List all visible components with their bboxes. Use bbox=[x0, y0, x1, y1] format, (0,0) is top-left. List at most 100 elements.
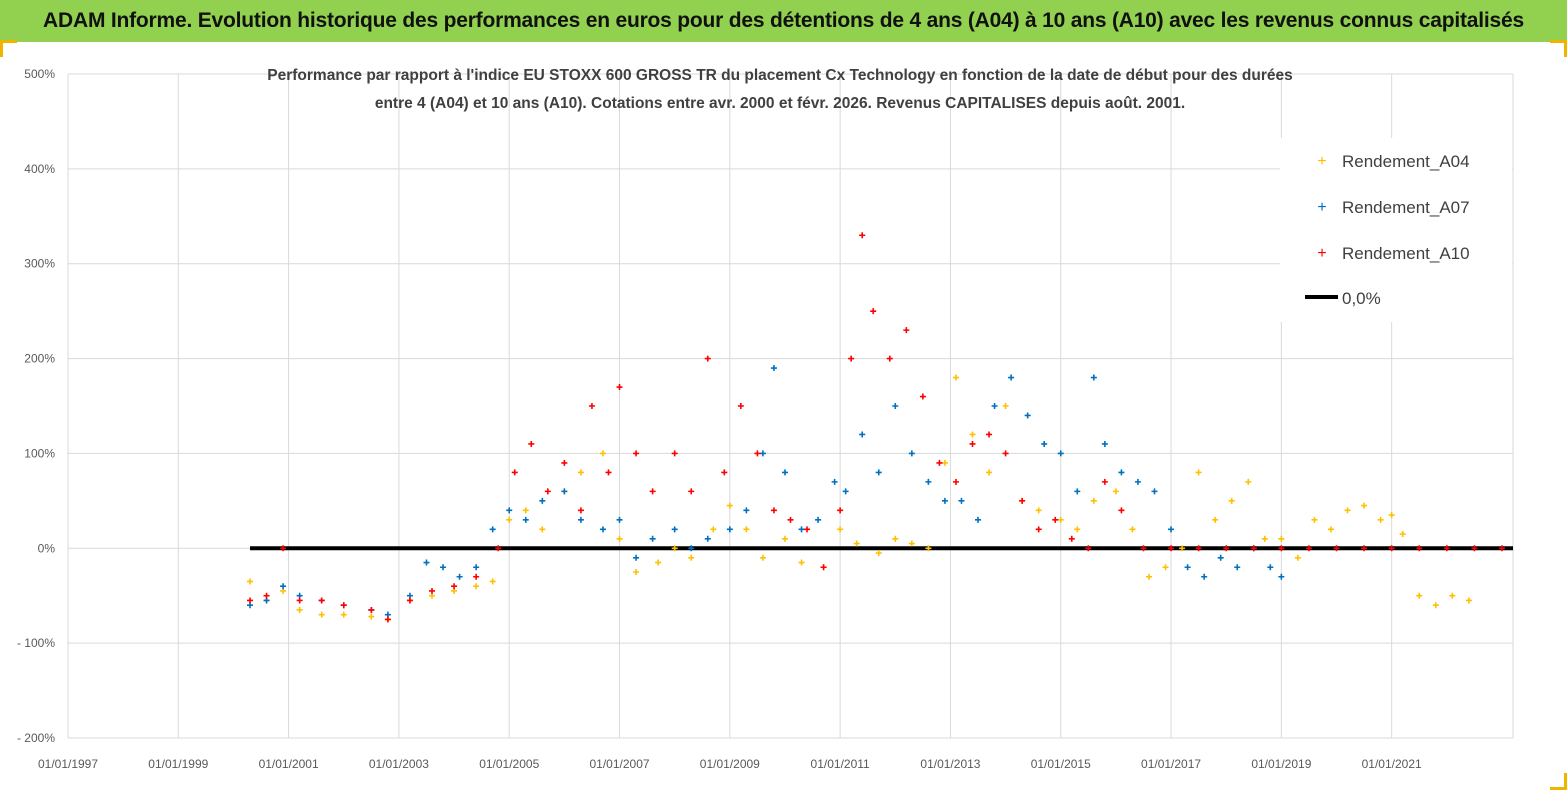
data-point bbox=[1443, 545, 1450, 552]
chart-title-line-1: Performance par rapport à l'indice EU ST… bbox=[267, 67, 1292, 84]
data-point bbox=[936, 459, 943, 466]
x-tick-label: 01/01/1999 bbox=[148, 757, 208, 771]
data-point bbox=[759, 450, 766, 457]
chart-legend: + Rendement_A04 + Rendement_A07 + Rendem… bbox=[1280, 138, 1512, 322]
data-point bbox=[952, 478, 959, 485]
corner-mark-bottom-right bbox=[1550, 773, 1567, 790]
data-point bbox=[1168, 545, 1175, 552]
data-point bbox=[247, 578, 254, 585]
data-point bbox=[1278, 573, 1285, 580]
data-point bbox=[522, 516, 529, 523]
y-tick-label: 400% bbox=[24, 162, 55, 176]
data-point bbox=[451, 583, 458, 590]
data-point bbox=[633, 569, 640, 575]
data-point bbox=[1465, 597, 1472, 604]
data-point bbox=[1250, 545, 1257, 552]
data-point bbox=[1234, 564, 1241, 571]
data-point bbox=[1399, 531, 1406, 538]
legend-box bbox=[1280, 138, 1512, 322]
data-point bbox=[473, 564, 480, 571]
data-point bbox=[804, 526, 811, 533]
legend-label-zero: 0,0% bbox=[1342, 289, 1381, 308]
data-point bbox=[280, 545, 287, 552]
chart-title-line-2: entre 4 (A04) et 10 ans (A10). Cotations… bbox=[375, 95, 1185, 112]
data-point bbox=[539, 526, 546, 533]
data-point bbox=[1074, 526, 1081, 533]
data-point bbox=[473, 573, 480, 580]
data-point bbox=[1002, 450, 1009, 457]
data-point bbox=[1416, 545, 1423, 552]
data-point bbox=[577, 469, 584, 476]
data-point bbox=[1267, 564, 1274, 571]
data-point bbox=[1101, 478, 1108, 485]
data-point bbox=[754, 450, 761, 457]
data-point bbox=[892, 403, 899, 409]
data-point bbox=[770, 507, 777, 514]
legend-label-a07: Rendement_A07 bbox=[1342, 198, 1470, 217]
data-point bbox=[1344, 507, 1351, 514]
data-point bbox=[820, 564, 827, 571]
data-point bbox=[1085, 545, 1092, 552]
data-point bbox=[1217, 554, 1224, 561]
data-point bbox=[1068, 535, 1075, 542]
data-point bbox=[1057, 450, 1064, 457]
data-point bbox=[770, 365, 777, 372]
data-point bbox=[577, 516, 584, 523]
data-point bbox=[737, 403, 744, 409]
data-point bbox=[859, 232, 866, 239]
x-tick-label: 01/01/1997 bbox=[38, 757, 98, 771]
y-tick-label: 300% bbox=[24, 257, 55, 271]
x-tick-label: 01/01/2017 bbox=[1141, 757, 1201, 771]
data-point bbox=[908, 450, 915, 457]
x-tick-label: 01/01/2011 bbox=[811, 757, 870, 771]
data-point bbox=[1112, 488, 1119, 495]
data-point bbox=[247, 597, 254, 604]
data-point bbox=[671, 526, 678, 533]
data-point bbox=[743, 526, 750, 533]
data-point bbox=[263, 592, 270, 599]
data-point bbox=[489, 526, 496, 533]
data-point bbox=[633, 554, 640, 561]
data-point bbox=[798, 526, 805, 533]
x-tick-label: 01/01/2003 bbox=[369, 757, 429, 771]
data-point bbox=[941, 459, 948, 466]
data-point bbox=[368, 606, 375, 613]
data-point bbox=[1184, 564, 1191, 571]
data-point bbox=[423, 559, 430, 566]
series-rendement-a07 bbox=[247, 365, 1285, 618]
data-point bbox=[1052, 516, 1059, 523]
data-point bbox=[975, 516, 982, 523]
data-point bbox=[986, 469, 993, 476]
legend-label-a04: Rendement_A04 bbox=[1342, 152, 1470, 171]
chart-title: Performance par rapport à l'indice EU ST… bbox=[267, 67, 1292, 112]
data-point bbox=[870, 308, 877, 315]
data-point bbox=[1118, 507, 1125, 514]
data-point bbox=[1278, 535, 1285, 542]
data-point bbox=[1002, 403, 1009, 409]
data-point bbox=[958, 497, 965, 504]
y-tick-label: - 200% bbox=[17, 731, 55, 745]
data-point bbox=[1101, 440, 1108, 447]
report-banner: ADAM Informe. Evolution historique des p… bbox=[0, 0, 1567, 42]
data-point bbox=[831, 478, 838, 485]
data-point bbox=[1245, 478, 1252, 485]
data-point bbox=[1201, 573, 1208, 580]
data-point bbox=[1212, 516, 1219, 523]
data-point bbox=[671, 545, 678, 552]
data-point bbox=[539, 497, 546, 504]
data-point bbox=[710, 526, 717, 533]
data-point bbox=[1294, 554, 1301, 561]
corner-mark-top-right bbox=[1550, 40, 1567, 57]
data-point bbox=[511, 469, 518, 476]
data-point bbox=[837, 526, 844, 533]
data-point bbox=[1168, 526, 1175, 533]
data-point bbox=[605, 469, 612, 476]
data-point bbox=[384, 616, 391, 623]
data-point bbox=[1228, 497, 1235, 504]
data-point bbox=[688, 545, 695, 552]
data-point bbox=[781, 469, 788, 476]
data-point bbox=[859, 431, 866, 438]
legend-marker-a04: + bbox=[1317, 153, 1326, 170]
data-point bbox=[1129, 526, 1136, 533]
data-point bbox=[1134, 478, 1141, 485]
